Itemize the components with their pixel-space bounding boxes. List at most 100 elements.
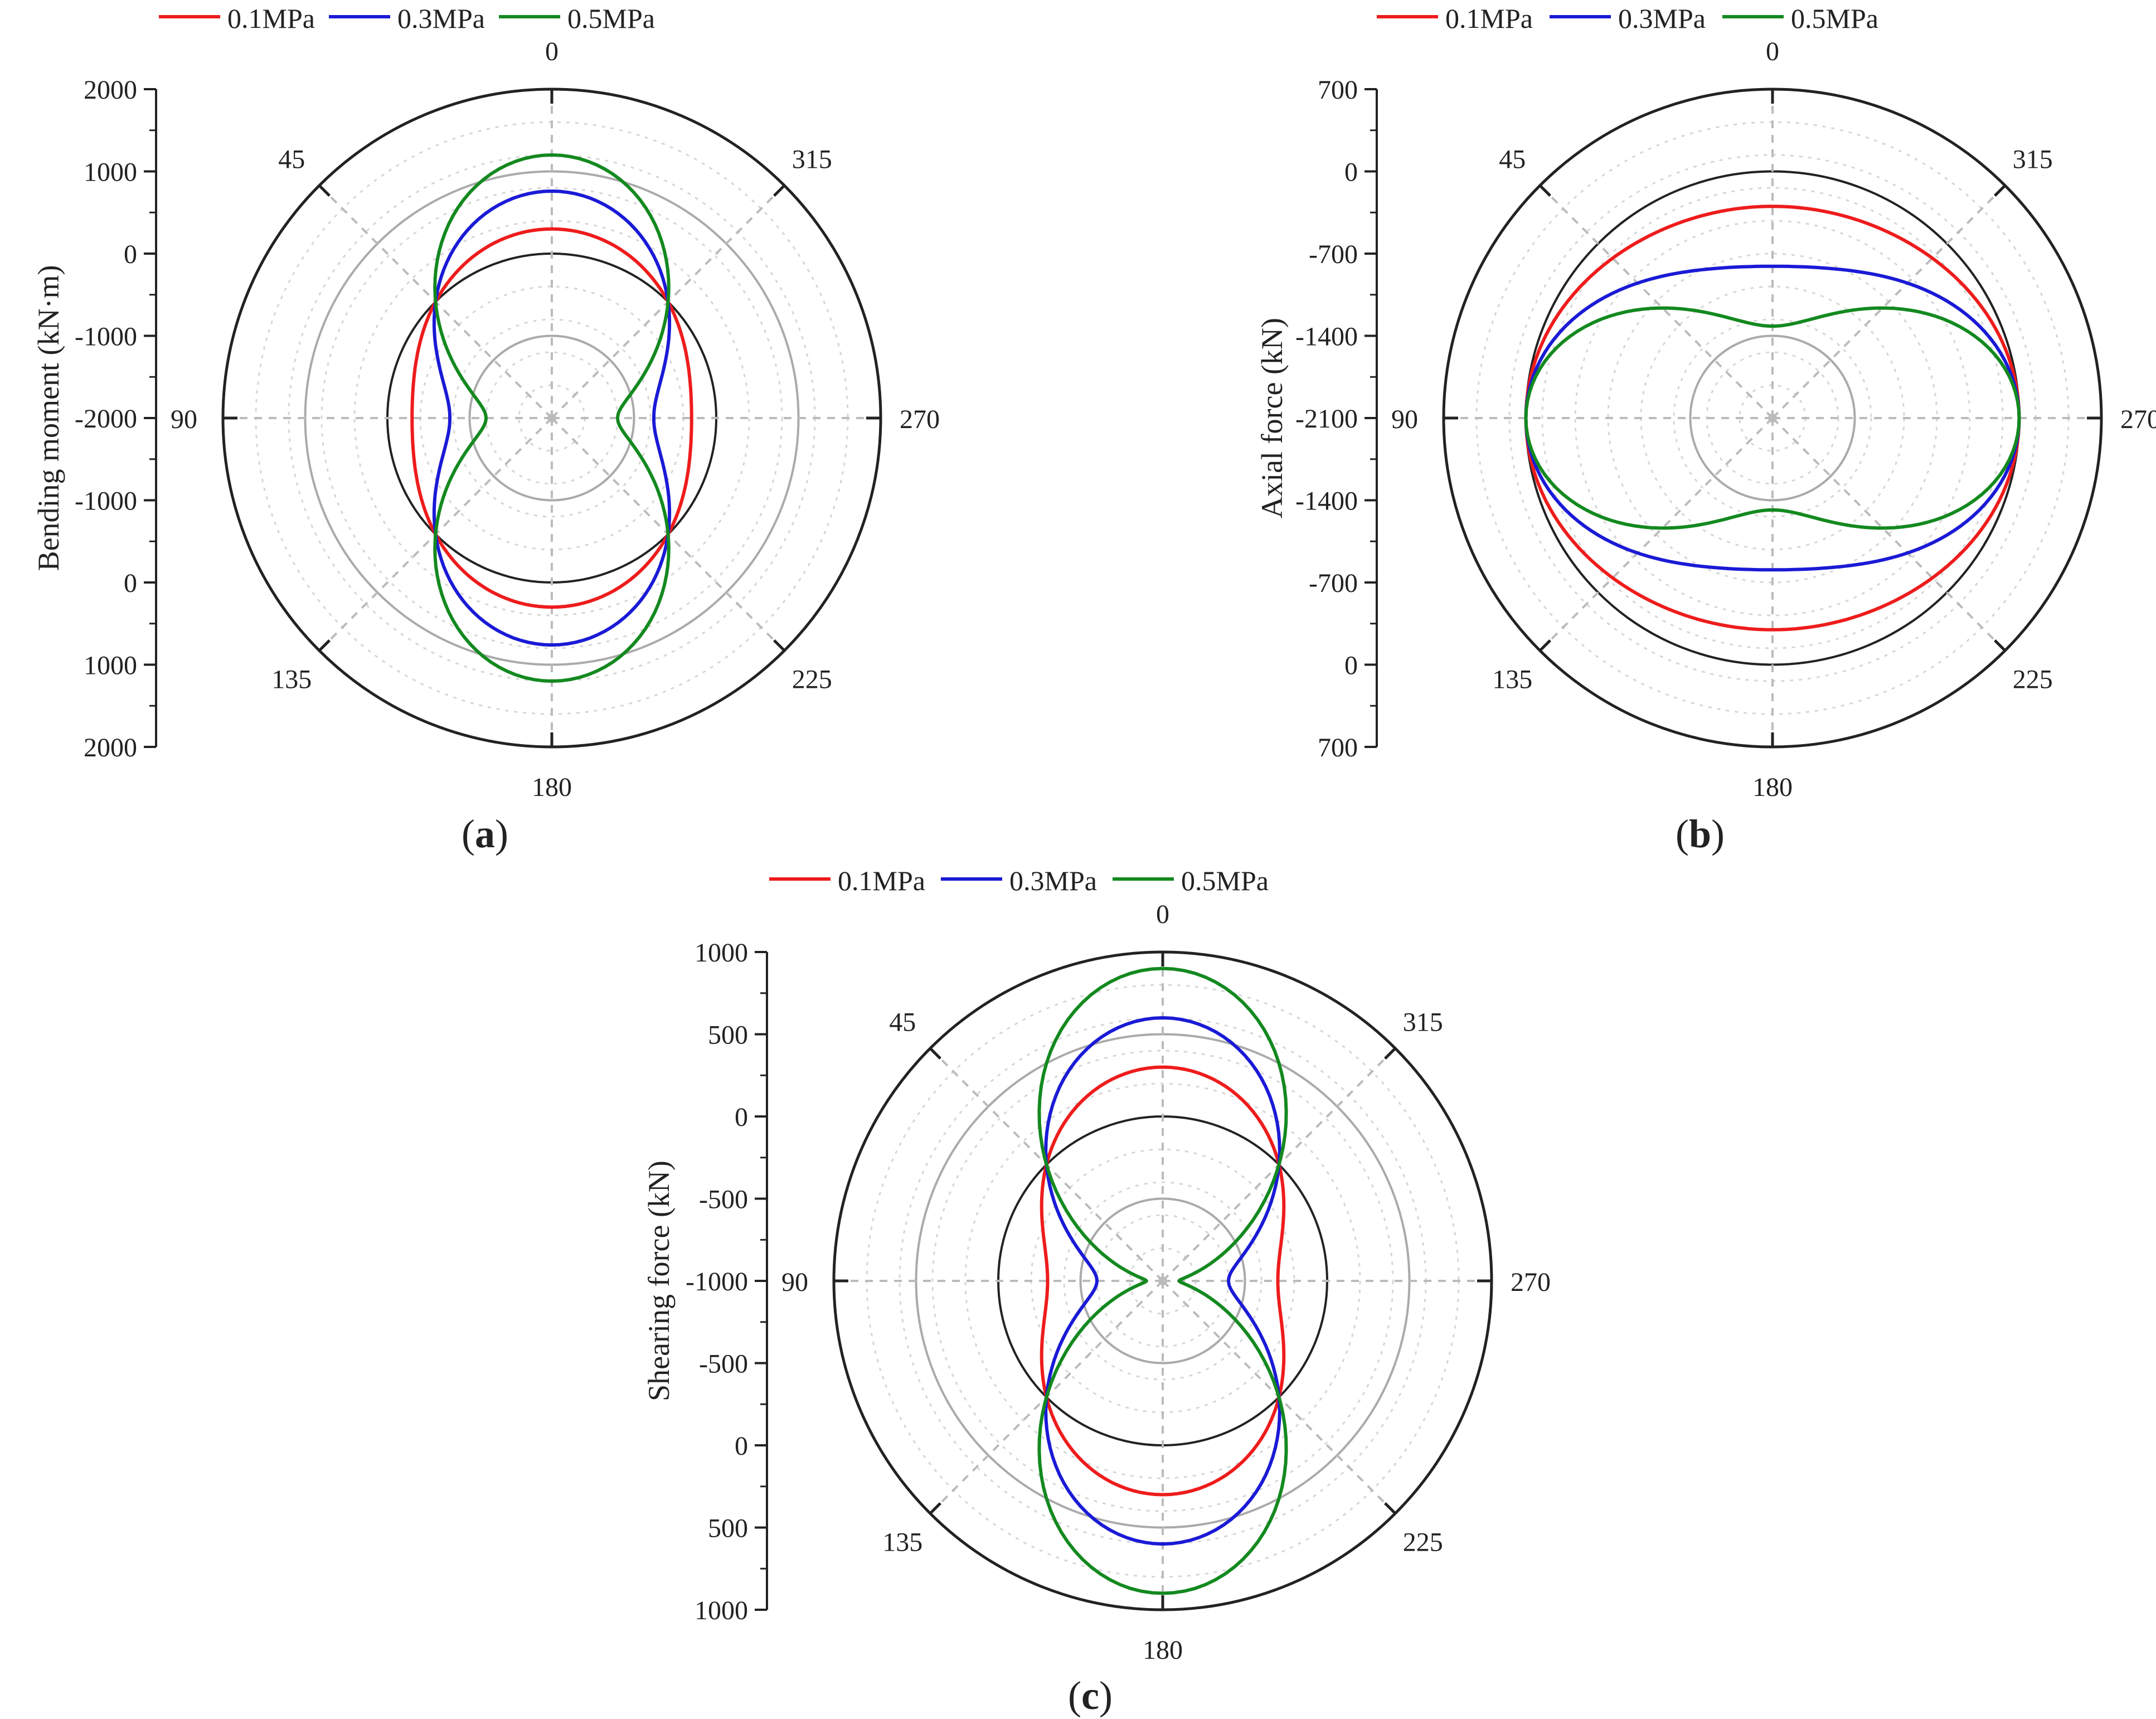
- angle-label-315: 315: [1403, 1007, 1443, 1037]
- tick-225: [1384, 1502, 1396, 1514]
- r-tick-label: -700: [1309, 569, 1358, 598]
- series-0.1MPa-line: [1040, 1065, 1286, 1497]
- caption-c: (c): [1068, 1673, 1113, 1718]
- r-tick-label: 700: [1318, 733, 1358, 763]
- minor-ring: [1063, 1181, 1262, 1381]
- r-tick-label: 0: [124, 569, 137, 598]
- angle-label-135: 135: [271, 665, 312, 695]
- legend-label-0.3: 0.3MPa: [1618, 3, 1706, 34]
- minor-ring: [321, 187, 783, 649]
- r-tick-label: 1000: [84, 158, 137, 187]
- series-0.3MPa-line: [1044, 1016, 1281, 1546]
- r-tick-label: 500: [708, 1514, 748, 1543]
- caption-b: (b): [1676, 812, 1725, 856]
- tick-315: [1384, 1047, 1396, 1060]
- r-tick-label: 2000: [84, 733, 137, 763]
- series-0.5MPa-line: [433, 153, 671, 683]
- r-tick-label: -1400: [1295, 487, 1358, 516]
- angle-label-45: 45: [278, 144, 305, 174]
- legend-label-0.3: 0.3MPa: [397, 3, 485, 34]
- legend-b: 0.1MPa 0.3MPa 0.5MPa: [1377, 3, 1878, 34]
- minor-ring: [1541, 187, 2004, 649]
- legend-c: 0.1MPa 0.3MPa 0.5MPa: [769, 865, 1269, 896]
- spoke-45: [1539, 184, 1774, 419]
- r-axis-b: 700 0 -700 -1400 -2100 -1400 -700 0 700: [1295, 75, 1378, 763]
- tick-225: [773, 639, 785, 652]
- spoke-135: [1539, 417, 1774, 652]
- major-ring: [468, 334, 635, 502]
- series-0.5MPa-line: [1524, 306, 2021, 530]
- r-axis-a: 2000 1000 0 -1000 -2000 -1000 0 1000 2000: [75, 75, 157, 763]
- legend-label-0.1: 0.1MPa: [838, 865, 925, 896]
- r-tick-label: 700: [1318, 75, 1358, 105]
- legend-label-0.3: 0.3MPa: [1009, 865, 1097, 896]
- angle-label-225: 225: [792, 665, 832, 695]
- angle-label-315: 315: [792, 144, 832, 174]
- panel-b: 0.1MPa 0.3MPa 0.5MPa 0 45 90 135 180 225 270 31…: [1255, 3, 2156, 856]
- panel-a: 0.1MPa 0.3MPa 0.5MPa 0 45 90 135 180 225 270 31…: [32, 3, 940, 856]
- r-tick-label: 0: [124, 240, 137, 269]
- r-tick-label: -2100: [1295, 404, 1358, 434]
- angle-label-0: 0: [545, 37, 559, 66]
- tick-315: [773, 184, 785, 197]
- legend-label-0.5: 0.5MPa: [1791, 3, 1878, 34]
- minor-ring: [1574, 220, 1971, 616]
- r-tick-label: 0: [1344, 158, 1358, 187]
- tick-135: [1539, 639, 1551, 652]
- r-tick-label: 1000: [695, 1596, 748, 1625]
- spoke-315: [1771, 184, 2006, 419]
- angle-label-45: 45: [889, 1007, 916, 1037]
- center-dot: [1768, 414, 1777, 423]
- angle-label-315: 315: [2013, 144, 2053, 174]
- angle-label-180: 180: [1143, 1635, 1183, 1665]
- r-axis-c: 1000 500 0 -500 -1000 -500 0 500 1000: [686, 938, 768, 1625]
- tick-45: [318, 184, 331, 197]
- series-0.5MPa-line: [1037, 967, 1288, 1595]
- legend-a: 0.1MPa 0.3MPa 0.5MPa: [159, 3, 655, 34]
- angle-label-225: 225: [2013, 665, 2053, 695]
- angle-label-270: 270: [900, 405, 940, 434]
- center-dot: [1158, 1276, 1167, 1285]
- angle-label-225: 225: [1403, 1528, 1443, 1557]
- panel-c: 0.1MPa 0.3MPa 0.5MPa 0 45 90 135 180 225 270 31…: [642, 865, 1551, 1718]
- angle-label-90: 90: [171, 405, 197, 434]
- series-0.3MPa-line: [432, 189, 672, 647]
- r-tick-label: -1000: [75, 322, 137, 352]
- legend-label-0.1: 0.1MPa: [227, 3, 315, 34]
- polar-axes-a: 0 45 90 135 180 225 270 315: [171, 37, 940, 802]
- r-tick-label: -700: [1309, 240, 1358, 269]
- series-0.1MPa-line: [1524, 205, 2021, 632]
- r-tick-label: 0: [735, 1431, 748, 1461]
- r-tick-label: -500: [699, 1185, 748, 1215]
- tick-45: [1539, 184, 1551, 197]
- y-axis-label-b: Axial force (kN): [1255, 318, 1289, 518]
- y-axis-label-a: Bending moment (kN·m): [32, 265, 65, 571]
- angle-label-90: 90: [1391, 405, 1418, 434]
- r-tick-label: -1000: [686, 1267, 748, 1296]
- center-dot: [547, 414, 556, 423]
- angle-label-270: 270: [2120, 405, 2156, 434]
- minor-ring: [452, 318, 652, 518]
- angle-label-45: 45: [1499, 144, 1526, 174]
- angle-label-135: 135: [882, 1528, 922, 1557]
- r-tick-label: 1000: [84, 651, 137, 681]
- angle-label-135: 135: [1492, 665, 1532, 695]
- polar-axes-c: 0 45 90 135 180 225 270 315: [781, 900, 1551, 1665]
- series-0.3MPa-line: [1524, 264, 2021, 572]
- angle-label-0: 0: [1156, 900, 1169, 929]
- r-tick-label: 2000: [84, 75, 137, 105]
- r-tick-label: -1000: [75, 487, 137, 516]
- major-ring: [1689, 334, 1856, 502]
- major-ring: [1079, 1197, 1246, 1364]
- legend-label-0.5: 0.5MPa: [567, 3, 655, 34]
- tick-45: [929, 1047, 941, 1060]
- r-tick-label: 0: [735, 1103, 748, 1132]
- r-tick-label: 1000: [695, 938, 748, 968]
- tick-135: [929, 1502, 941, 1514]
- minor-ring: [964, 1082, 1361, 1479]
- angle-label-180: 180: [1752, 773, 1793, 802]
- series-0.1MPa-line: [410, 227, 693, 609]
- angle-label-90: 90: [781, 1268, 808, 1297]
- minor-ring: [353, 220, 750, 616]
